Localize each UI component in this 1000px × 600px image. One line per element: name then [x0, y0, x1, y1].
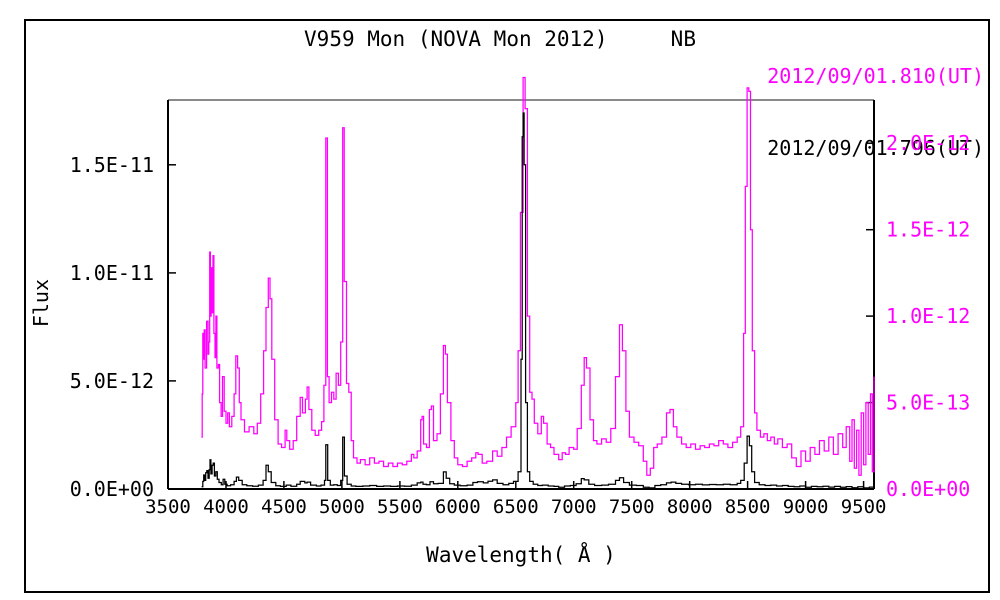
chart-title: V959 Mon (NOVA Mon 2012) NB	[304, 27, 696, 51]
x-tick-label: 7500	[609, 496, 655, 518]
y-right-tick-label: 1.5E-12	[886, 218, 970, 242]
x-tick-label: 9000	[783, 496, 829, 518]
legend-item-1: 2012/09/01.796(UT)	[767, 136, 984, 160]
x-tick-label: 8500	[725, 496, 771, 518]
y-left-tick-label: 0.0E+00	[70, 477, 154, 501]
spectrum-curve-magenta	[201, 76, 875, 476]
x-tick-label: 3500	[145, 496, 191, 518]
y-right-tick-label: 0.0E+00	[886, 477, 970, 501]
x-tick-label: 5000	[319, 496, 365, 518]
y-left-tick-label: 1.0E-11	[70, 261, 154, 285]
x-tick-label: 7000	[551, 496, 597, 518]
figure-border	[24, 19, 990, 593]
y-left-tick-label: 1.5E-11	[70, 153, 154, 177]
x-tick-label: 6500	[493, 496, 539, 518]
x-tick-label: 9500	[841, 496, 887, 518]
x-tick-label: 5500	[377, 496, 423, 518]
y-left-tick-label: 5.0E-12	[70, 369, 154, 393]
x-tick-label: 4000	[203, 496, 249, 518]
y-right-tick-label: 5.0E-13	[886, 391, 970, 415]
x-tick-label: 4500	[261, 496, 307, 518]
x-tick-label: 8000	[667, 496, 713, 518]
spectrum-curve-black	[201, 112, 875, 489]
y-right-tick-label: 1.0E-12	[886, 304, 970, 328]
x-axis-title: Wavelength( Å )	[426, 543, 616, 567]
x-tick-label: 6000	[435, 496, 481, 518]
legend-item-0: 2012/09/01.810(UT)	[767, 64, 984, 88]
y-right-tick-label: 2.0E-12	[886, 131, 970, 155]
legend: 2012/09/01.810(UT) 2012/09/01.796(UT)	[767, 16, 984, 208]
